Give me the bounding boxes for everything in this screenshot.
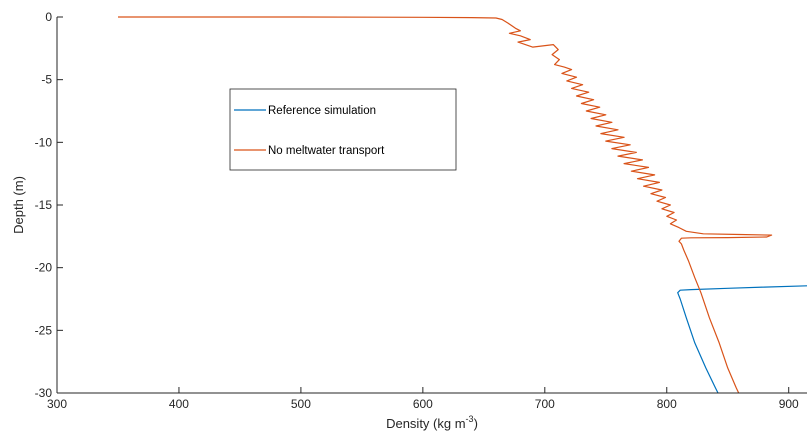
y-tick-label: -5 — [41, 73, 52, 87]
series-line-reference-simulation — [677, 285, 807, 394]
y-tick-label: 0 — [45, 10, 52, 24]
x-tick-label: 800 — [657, 397, 677, 411]
legend-box — [229, 88, 457, 171]
y-tick-label: -10 — [35, 135, 53, 149]
x-axis-label-superscript: -3 — [466, 414, 474, 424]
series-layer — [118, 16, 807, 394]
x-tick-label: 400 — [169, 397, 189, 411]
x-tick-label: 600 — [413, 397, 433, 411]
legend: Reference simulation No meltwater transp… — [229, 88, 457, 171]
y-axis-label: Depth (m) — [11, 176, 26, 234]
plot-area — [57, 17, 807, 393]
x-tick-label: 500 — [291, 397, 311, 411]
x-tick-label: 900 — [779, 397, 799, 411]
series-line-no-meltwater-transport — [118, 16, 773, 394]
y-tick-label: -25 — [35, 323, 53, 337]
tick-layer: 300 400 500 600 700 800 900 0 -5 -10 -15 -20 -25 -30 — [35, 10, 799, 411]
y-tick-label: -30 — [35, 386, 53, 400]
x-axis-label-close: ) — [474, 416, 478, 431]
legend-label-reference: Reference simulation — [268, 105, 376, 117]
x-tick-label: 700 — [535, 397, 555, 411]
x-axis-label: Density (kg m-3) — [386, 414, 478, 431]
x-tick-label: 300 — [47, 397, 67, 411]
y-tick-label: -20 — [35, 261, 53, 275]
legend-label-no-meltwater: No meltwater transport — [268, 145, 385, 157]
y-tick-label: -15 — [35, 198, 53, 212]
